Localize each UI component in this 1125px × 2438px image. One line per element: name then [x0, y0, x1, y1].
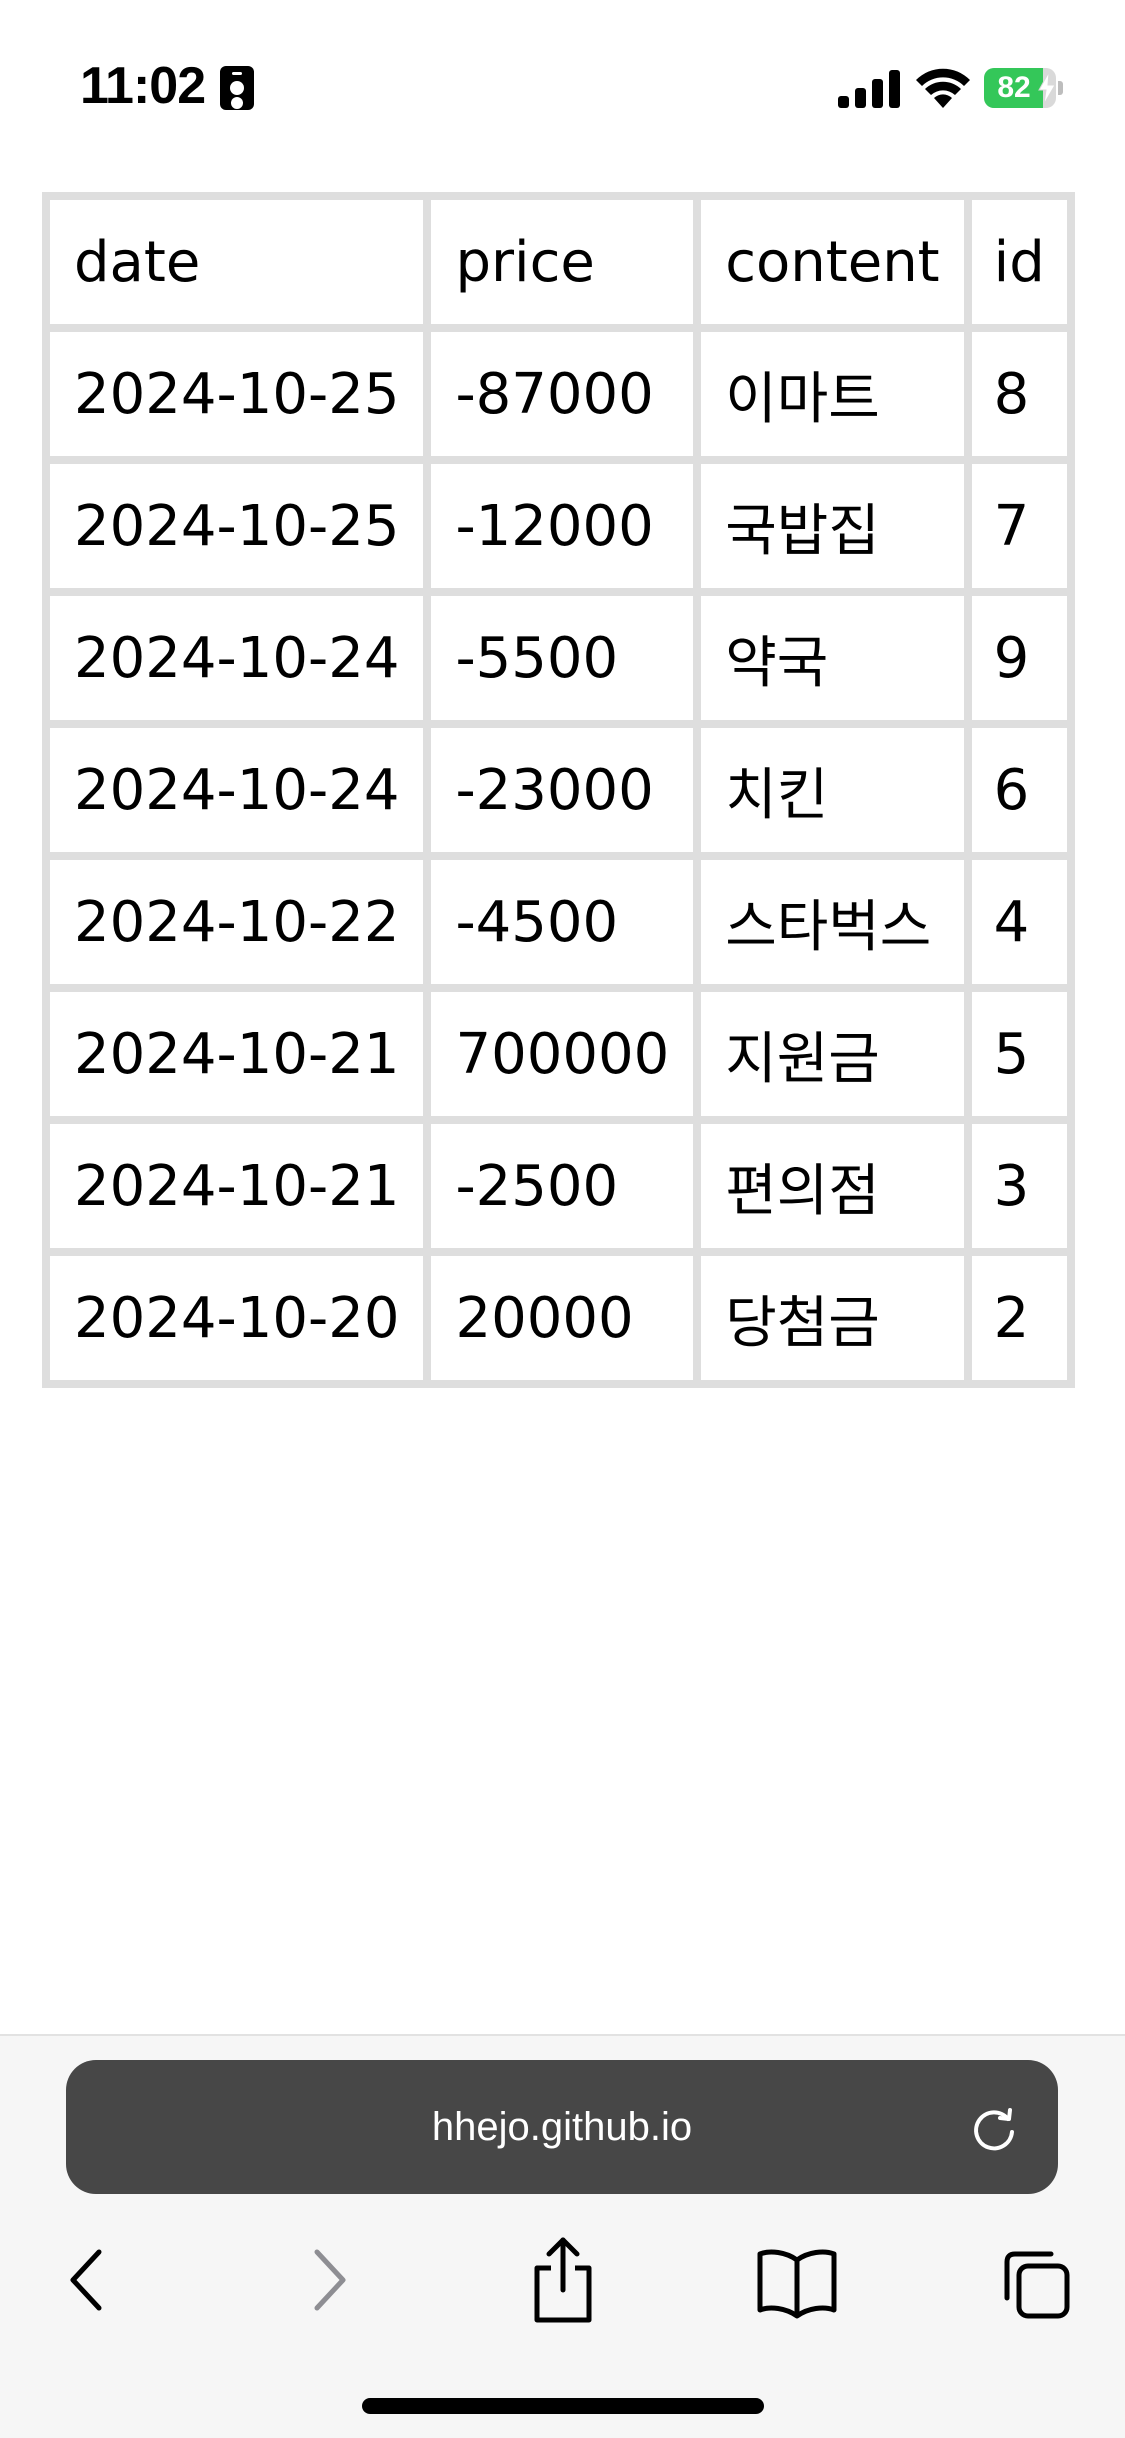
table-row: 2024-10-25 -87000 이마트 8 — [46, 328, 1071, 460]
table-row: 2024-10-20 20000 당첨금 2 — [46, 1252, 1071, 1384]
cell-date: 2024-10-25 — [46, 460, 428, 592]
battery-fill — [984, 68, 1044, 108]
cell-id: 6 — [967, 724, 1071, 856]
header-id: id — [967, 196, 1071, 328]
battery-level: 82 — [997, 71, 1031, 104]
cell-content: 편의점 — [697, 1120, 968, 1252]
cell-content: 지원금 — [697, 988, 968, 1120]
cell-id: 7 — [967, 460, 1071, 592]
address-bar[interactable]: hhejo.github.io — [66, 2060, 1058, 2194]
cell-date: 2024-10-21 — [46, 988, 428, 1120]
status-time: 11:02 — [80, 57, 206, 115]
cell-date: 2024-10-22 — [46, 856, 428, 988]
cell-date: 2024-10-20 — [46, 1252, 428, 1384]
reload-icon[interactable] — [968, 2102, 1020, 2154]
header-price: price — [427, 196, 698, 328]
status-bar: 11:02 82 — [0, 0, 1125, 140]
cell-id: 5 — [967, 988, 1071, 1120]
cell-id: 4 — [967, 856, 1071, 988]
tabs-icon[interactable] — [995, 2232, 1075, 2328]
share-icon[interactable] — [523, 2232, 603, 2328]
cell-id: 9 — [967, 592, 1071, 724]
cell-date: 2024-10-24 — [46, 592, 428, 724]
transactions-table: date price content id 2024-10-25 -87000 … — [42, 192, 1075, 1388]
contact-card-icon — [220, 66, 254, 110]
cell-price: -5500 — [427, 592, 698, 724]
table-row: 2024-10-21 -2500 편의점 3 — [46, 1120, 1071, 1252]
table-row: 2024-10-24 -23000 치킨 6 — [46, 724, 1071, 856]
cell-price: -4500 — [427, 856, 698, 988]
cell-date: 2024-10-21 — [46, 1120, 428, 1252]
battery-icon: 82 — [984, 68, 1064, 108]
cell-date: 2024-10-24 — [46, 724, 428, 856]
cell-price: 20000 — [427, 1252, 698, 1384]
cell-price: -12000 — [427, 460, 698, 592]
bookmarks-icon[interactable] — [754, 2232, 840, 2328]
back-icon[interactable] — [57, 2232, 117, 2328]
forward-button[interactable] — [284, 2232, 374, 2328]
cell-content: 이마트 — [697, 328, 968, 460]
browser-toolbar: hhejo.github.io — [0, 2034, 1125, 2438]
cell-content: 약국 — [697, 592, 968, 724]
cell-price: -87000 — [427, 328, 698, 460]
cell-content: 당첨금 — [697, 1252, 968, 1384]
cell-id: 2 — [967, 1252, 1071, 1384]
cell-price: 700000 — [427, 988, 698, 1120]
cell-date: 2024-10-25 — [46, 328, 428, 460]
cell-price: -23000 — [427, 724, 698, 856]
bookmarks-button[interactable] — [752, 2232, 842, 2328]
cellular-signal-icon — [838, 70, 900, 108]
table-row: 2024-10-25 -12000 국밥집 7 — [46, 460, 1071, 592]
cell-id: 8 — [967, 328, 1071, 460]
charging-bolt-icon — [1038, 72, 1056, 104]
cell-content: 치킨 — [697, 724, 968, 856]
cell-id: 3 — [967, 1120, 1071, 1252]
cell-content: 스타벅스 — [697, 856, 968, 988]
header-date: date — [46, 196, 428, 328]
wifi-icon — [916, 68, 970, 108]
table-row: 2024-10-24 -5500 약국 9 — [46, 592, 1071, 724]
cell-price: -2500 — [427, 1120, 698, 1252]
home-indicator — [362, 2398, 764, 2414]
cell-content: 국밥집 — [697, 460, 968, 592]
share-button[interactable] — [518, 2232, 608, 2328]
url-text[interactable]: hhejo.github.io — [431, 2105, 693, 2149]
back-button[interactable] — [42, 2232, 132, 2328]
tabs-button[interactable] — [990, 2232, 1080, 2328]
forward-icon[interactable] — [299, 2232, 359, 2328]
table-row: 2024-10-21 700000 지원금 5 — [46, 988, 1071, 1120]
table-header-row: date price content id — [46, 196, 1071, 328]
table-row: 2024-10-22 -4500 스타벅스 4 — [46, 856, 1071, 988]
header-content: content — [697, 196, 968, 328]
